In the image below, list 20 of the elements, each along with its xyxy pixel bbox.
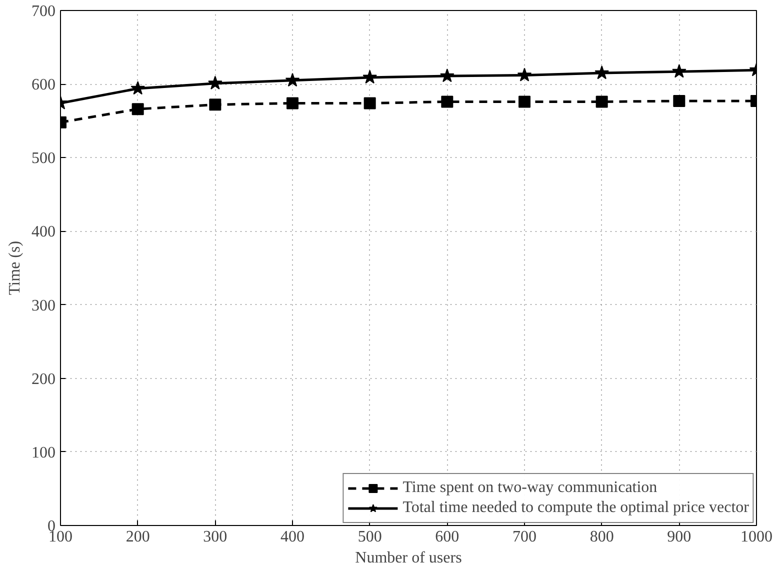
- y-tick-label: 200: [32, 370, 56, 388]
- y-tick-label: 100: [32, 444, 56, 462]
- y-tick-label: 300: [32, 297, 56, 314]
- x-tick-label: 500: [358, 528, 382, 546]
- x-tick-label: 800: [590, 528, 614, 546]
- x-tick-label: 1000: [740, 528, 772, 546]
- x-tick-label: 700: [512, 528, 536, 546]
- y-tick-label: 700: [32, 3, 56, 20]
- x-axis-title: Number of users: [355, 550, 462, 566]
- y-tick-label: 500: [32, 150, 56, 168]
- y-tick-label: 600: [32, 76, 56, 94]
- x-tick-label: 400: [280, 528, 304, 546]
- y-tick-label: 400: [32, 224, 56, 241]
- x-tick-label: 200: [126, 528, 150, 546]
- y-axis-title: Time (s): [6, 240, 24, 296]
- x-tick-label: 300: [203, 528, 228, 546]
- x-tick-label: 900: [667, 528, 692, 546]
- legend-label: Total time needed to compute the optimal price vector: [402, 499, 749, 517]
- legend-label: Time spent on two-way communication: [402, 479, 658, 497]
- x-tick-label: 600: [435, 528, 460, 546]
